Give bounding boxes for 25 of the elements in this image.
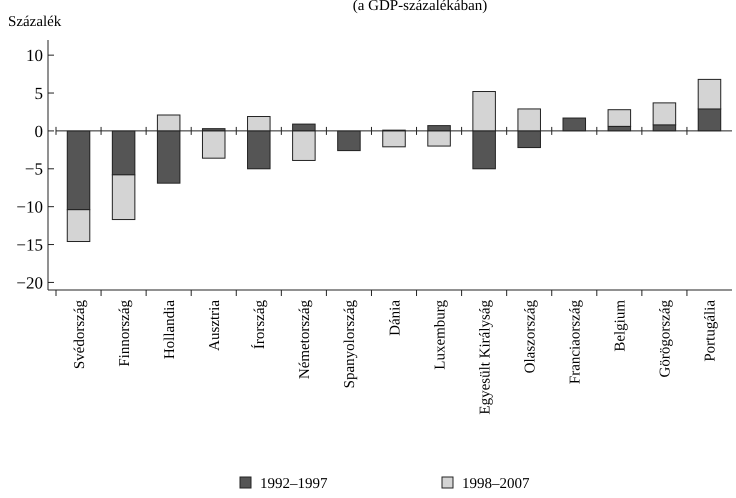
y-tick-label: 5 — [34, 84, 43, 103]
x-tick-label: Olaszország — [522, 300, 538, 374]
x-tick-label: Németország — [297, 300, 314, 380]
x-tick-label: Hollandia — [162, 300, 178, 360]
y-axis-title: Százalék — [8, 14, 62, 30]
x-tick-label: Belgium — [612, 300, 629, 352]
x-tick-label: Görögország — [658, 300, 674, 378]
x-tick-label: Portugália — [702, 300, 719, 362]
x-tick-label: Írország — [251, 300, 268, 350]
y-tick-label: −5 — [24, 160, 43, 179]
x-tick-label: Luxemburg — [432, 300, 448, 370]
y-tick-label: −15 — [16, 235, 43, 254]
x-tick-label: Spanyolország — [342, 300, 358, 388]
y-tick-label: 10 — [26, 46, 43, 66]
y-tick-label: −20 — [16, 273, 43, 292]
x-tick-label: Ausztria — [206, 300, 223, 351]
x-tick-label: Egyesült Királyság — [477, 300, 494, 415]
x-tick-label: Dánia — [387, 300, 404, 336]
y-tick-label: −10 — [16, 198, 43, 217]
x-tick-label: Svédország — [72, 300, 88, 370]
x-tick-label: Franciaország — [568, 300, 584, 384]
legend-label: 1998–2007 — [462, 476, 530, 492]
x-tick-label: Finnország — [116, 300, 133, 367]
legend-label: 1992–1997 — [260, 476, 328, 492]
y-tick-label: 0 — [34, 122, 43, 141]
